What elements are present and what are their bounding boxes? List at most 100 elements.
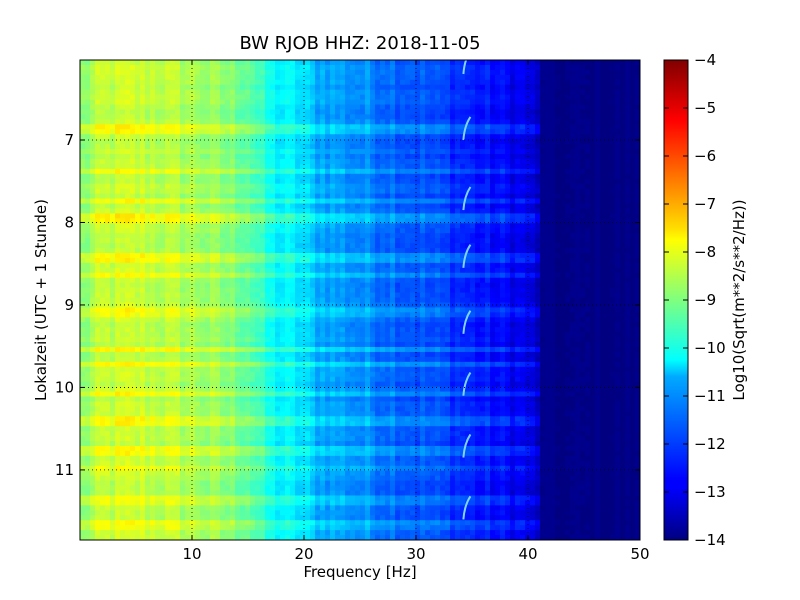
heatmap-cell (180, 89, 186, 96)
heatmap-cell (490, 69, 496, 76)
heatmap-cell (110, 203, 116, 210)
heatmap-cell (590, 223, 596, 229)
heatmap-cell (425, 262, 431, 269)
heatmap-cell (445, 134, 451, 140)
heatmap-cell (575, 252, 581, 259)
heatmap-cell (515, 188, 521, 195)
heatmap-cell (525, 94, 531, 101)
heatmap-cell (545, 119, 551, 125)
heatmap-cell (505, 252, 511, 259)
heatmap-cell (225, 149, 231, 155)
heatmap-cell (210, 64, 216, 71)
heatmap-cell (500, 243, 506, 249)
heatmap-cell (120, 213, 126, 219)
heatmap-cell (185, 139, 191, 145)
heatmap-cell (505, 272, 511, 279)
heatmap-cell (400, 79, 406, 86)
heatmap-cell (140, 94, 146, 101)
heatmap-cell (310, 233, 316, 239)
heatmap-cell (245, 198, 251, 205)
heatmap-cell (505, 267, 511, 274)
heatmap-cell (160, 163, 166, 170)
heatmap-cell (315, 248, 321, 254)
heatmap-cell (295, 99, 301, 106)
heatmap-cell (210, 79, 216, 86)
heatmap-cell (100, 119, 106, 125)
heatmap-cell (350, 228, 356, 234)
heatmap-cell (265, 149, 271, 155)
heatmap-cell (590, 252, 596, 259)
heatmap-cell (555, 129, 561, 135)
heatmap-cell (420, 114, 426, 120)
heatmap-cell (195, 134, 201, 140)
heatmap-cell (625, 89, 631, 96)
heatmap-cell (635, 198, 640, 205)
heatmap-cell (385, 129, 391, 135)
heatmap-cell (190, 89, 196, 96)
heatmap-cell (120, 154, 126, 160)
heatmap-cell (490, 218, 496, 224)
heatmap-cell (190, 188, 196, 195)
heatmap-cell (85, 262, 91, 269)
heatmap-cell (390, 193, 396, 200)
heatmap-cell (490, 243, 496, 249)
heatmap-cell (520, 163, 526, 170)
heatmap-cell (580, 79, 586, 86)
heatmap-cell (200, 144, 206, 150)
heatmap-cell (450, 139, 456, 145)
heatmap-cell (560, 252, 566, 259)
heatmap-cell (620, 218, 626, 224)
heatmap-cell (230, 109, 236, 116)
heatmap-cell (450, 248, 456, 254)
heatmap-cell (500, 119, 506, 125)
heatmap-cell (190, 149, 196, 155)
heatmap-cell (465, 163, 471, 170)
heatmap-cell (455, 109, 461, 116)
heatmap-cell (470, 272, 476, 279)
heatmap-cell (600, 119, 606, 125)
heatmap-cell (580, 233, 586, 239)
heatmap-cell (105, 158, 111, 165)
heatmap-cell (235, 163, 241, 170)
heatmap-cell (245, 233, 251, 239)
heatmap-cell (305, 223, 311, 229)
heatmap-cell (520, 64, 526, 71)
heatmap-cell (380, 64, 386, 71)
heatmap-cell (490, 248, 496, 254)
heatmap-cell (315, 154, 321, 160)
heatmap-cell (420, 149, 426, 155)
heatmap-cell (480, 94, 486, 101)
heatmap-cell (600, 64, 606, 71)
heatmap-cell (170, 238, 176, 244)
heatmap-cell (465, 149, 471, 155)
heatmap-cell (530, 149, 536, 155)
heatmap-cell (530, 129, 536, 135)
heatmap-cell (385, 94, 391, 101)
heatmap-cell (580, 109, 586, 116)
heatmap-cell (610, 79, 616, 86)
heatmap-cell (150, 144, 156, 150)
heatmap-cell (310, 99, 316, 106)
heatmap-cell (130, 198, 136, 205)
heatmap-cell (535, 163, 541, 170)
heatmap-cell (225, 243, 231, 249)
heatmap-cell (445, 64, 451, 71)
heatmap-cell (160, 104, 166, 111)
heatmap-cell (115, 277, 121, 284)
heatmap-cell (625, 119, 631, 125)
heatmap-cell (120, 94, 126, 101)
heatmap-cell (330, 69, 336, 76)
heatmap-cell (280, 233, 286, 239)
heatmap-cell (500, 193, 506, 200)
heatmap-cell (530, 223, 536, 229)
heatmap-cell (430, 104, 436, 111)
heatmap-cell (195, 60, 201, 66)
heatmap-cell (305, 149, 311, 155)
heatmap-cell (375, 134, 381, 140)
heatmap-cell (560, 149, 566, 155)
heatmap-cell (120, 208, 126, 214)
heatmap-cell (85, 238, 91, 244)
heatmap-cell (165, 89, 171, 96)
heatmap-cell (390, 104, 396, 111)
heatmap-cell (385, 163, 391, 170)
